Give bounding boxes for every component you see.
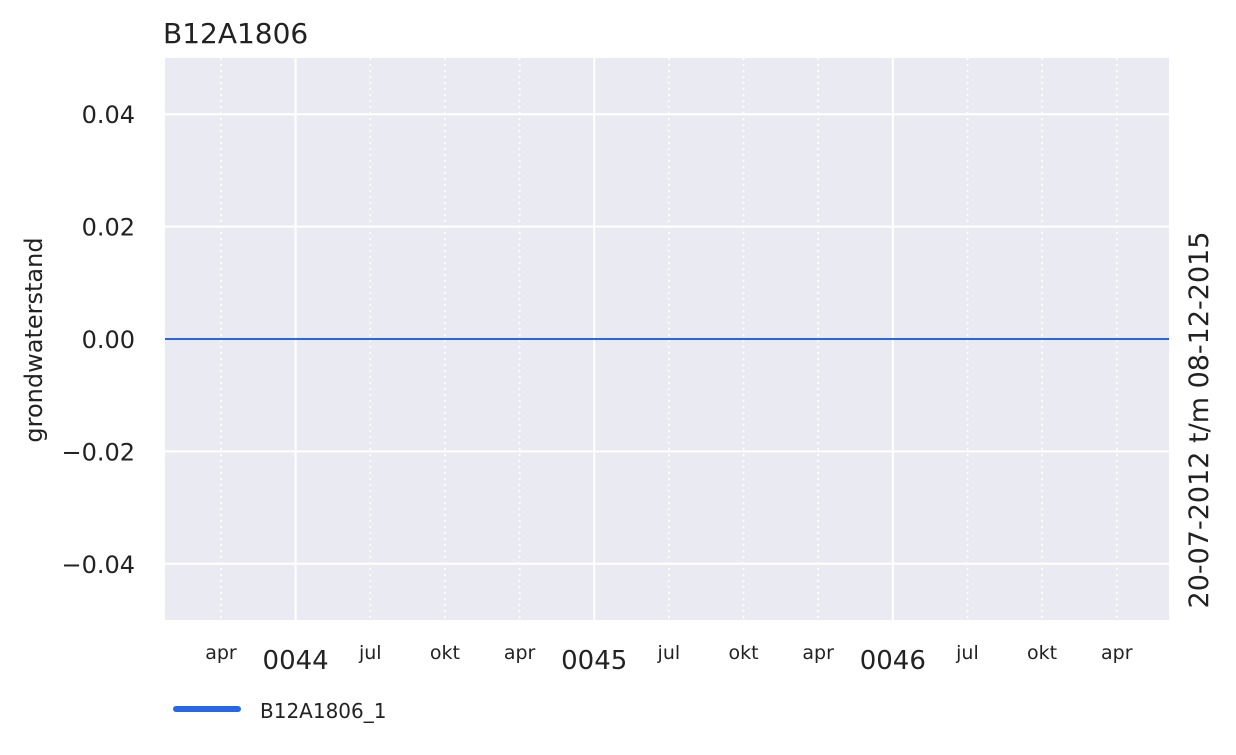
x-minor-tick-label: apr [802,642,834,664]
y-tick-label: 0.00 [82,326,135,354]
x-minor-tick-label: okt [1027,642,1057,664]
x-major-tick-label: 0045 [561,646,627,676]
date-range-label: 20-07-2012 t/m 08-12-2015 [1184,232,1215,609]
x-minor-tick-label: jul [358,642,382,664]
x-major-tick-label: 0044 [263,646,329,676]
x-major-tick-label: 0046 [860,646,926,676]
y-tick-label: 0.02 [82,214,135,242]
chart-title: B12A1806 [163,17,308,50]
x-minor-tick-label: apr [504,642,536,664]
y-tick-label: 0.04 [82,101,135,129]
legend-label: B12A1806_1 [260,699,386,723]
y-tick-label: −0.02 [61,438,135,466]
x-minor-tick-label: jul [657,642,681,664]
legend: B12A1806_1 [173,699,386,723]
y-axis-label: grondwaterstand [20,237,48,442]
x-minor-tick-label: apr [1101,642,1133,664]
x-minor-tick-label: jul [955,642,979,664]
y-tick-label: −0.04 [61,551,135,579]
x-minor-tick-label: apr [205,642,237,664]
x-minor-tick-label: okt [728,642,758,664]
x-minor-tick-label: okt [430,642,460,664]
